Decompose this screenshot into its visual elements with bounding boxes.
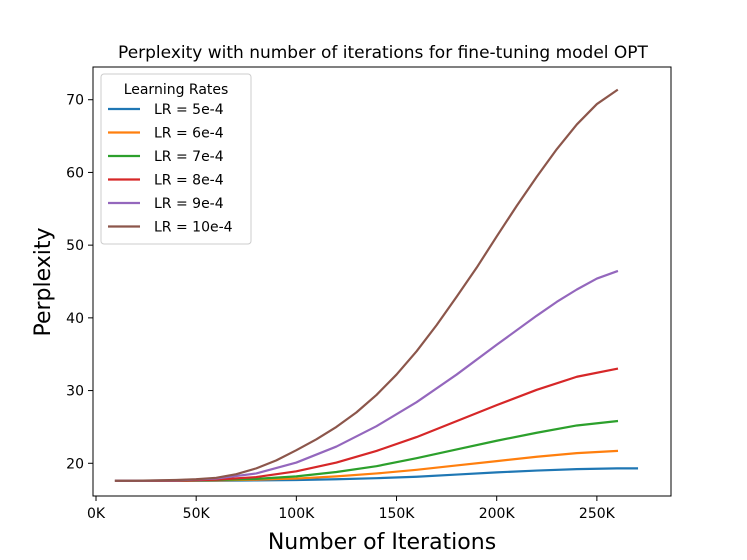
x-tick-label: 100K [278, 506, 315, 522]
legend-title: Learning Rates [124, 82, 229, 98]
series-line-6 [114, 88, 619, 482]
y-tick-label: 70 [66, 93, 84, 109]
x-tick-label: 50K [183, 506, 211, 522]
legend-items: LR = 5e-4 LR = 6e-4 LR = 7e-4 LR = 8e-4 LR =… [108, 102, 233, 236]
x-axis-ticks: 0K 50K 100K 150K 200K 250K [87, 496, 616, 522]
series-line-2 [114, 449, 619, 482]
y-tick-label: 30 [66, 384, 84, 400]
legend-label: LR = 9e-4 [154, 196, 224, 212]
series-line-3 [114, 419, 619, 482]
plot-frame [92, 66, 672, 497]
legend-label: LR = 5e-4 [154, 102, 224, 118]
plot-area [114, 88, 639, 482]
x-tick-label: 200K [479, 506, 516, 522]
y-axis-label: Perplexity [31, 227, 56, 336]
y-tick-label: 20 [66, 456, 84, 472]
series-line-4 [114, 367, 619, 482]
x-tick-label: 150K [379, 506, 416, 522]
legend-label: LR = 8e-4 [154, 173, 224, 189]
y-axis-ticks: 20 30 40 50 60 70 [66, 93, 93, 472]
legend-label: LR = 10e-4 [154, 220, 233, 236]
x-tick-label: 0K [87, 506, 106, 522]
legend: Learning Rates LR = 5e-4 LR = 6e-4 LR = 7e… [100, 73, 252, 245]
y-tick-label: 40 [66, 311, 84, 327]
y-tick-label: 60 [66, 165, 84, 181]
x-axis-label: Number of Iterations [268, 530, 496, 555]
legend-label: LR = 6e-4 [154, 126, 224, 142]
chart-title: Perplexity with number of iterations for… [118, 43, 649, 63]
x-tick-label: 250K [579, 506, 616, 522]
legend-label: LR = 7e-4 [154, 149, 224, 165]
series-line-5 [114, 269, 619, 482]
y-tick-label: 50 [66, 238, 84, 254]
legend-box [100, 73, 252, 245]
